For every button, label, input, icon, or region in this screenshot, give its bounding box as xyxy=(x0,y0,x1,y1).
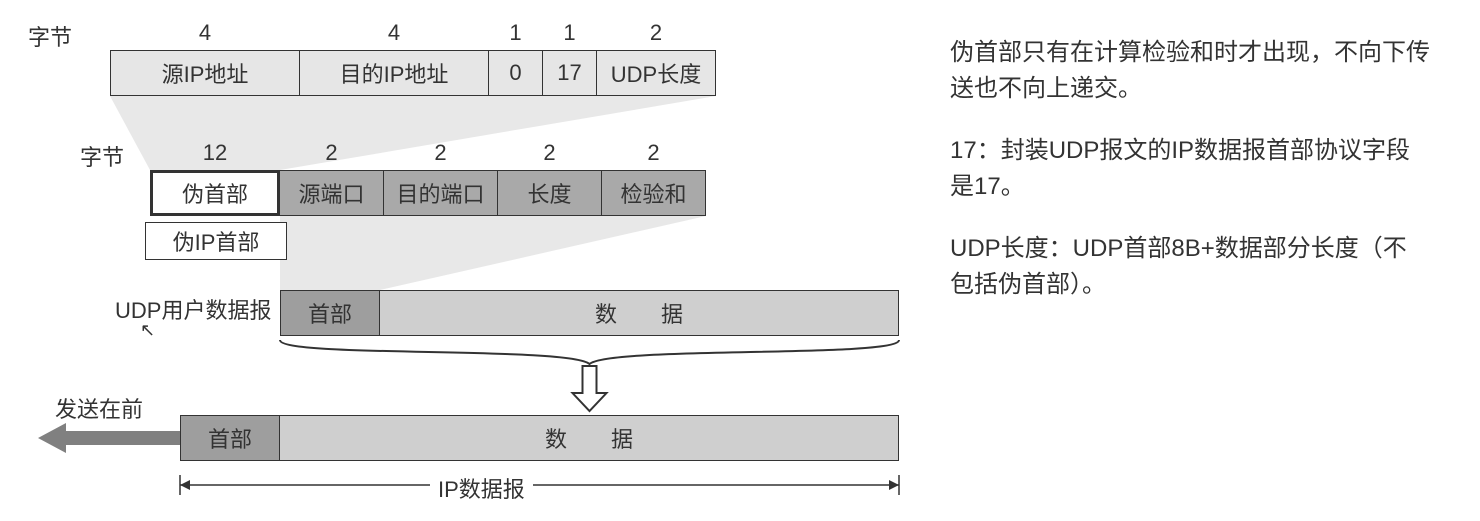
pseudo-ip-header-label: 伪IP首部 xyxy=(145,222,287,260)
bytecount-row2nums-3: 2 xyxy=(497,140,602,166)
cell-row1-0: 源IP地址 xyxy=(110,50,300,96)
note-2: 17：封装UDP报文的IP数据报首部协议字段是17。 xyxy=(950,133,1430,205)
udp-header-row: 伪首部源端口目的端口长度检验和 xyxy=(150,170,706,216)
cursor-icon: ↖ xyxy=(140,320,155,341)
projection-2 xyxy=(280,216,706,290)
cell-row2-4: 检验和 xyxy=(601,170,706,216)
note-3: UDP长度：UDP首部8B+数据部分长度（不包括伪首部）。 xyxy=(950,231,1430,303)
cell-row1-4: UDP长度 xyxy=(596,50,716,96)
cell-row2-0: 伪首部 xyxy=(150,170,280,216)
cell-row4-1: 数 据 xyxy=(279,415,899,461)
cell-row1-3: 17 xyxy=(542,50,597,96)
send-first-label: 发送在前 xyxy=(55,392,143,424)
pseudo-header-row: 源IP地址目的IP地址017UDP长度 xyxy=(110,50,716,96)
left-arrow xyxy=(38,423,180,453)
cell-row1-1: 目的IP地址 xyxy=(299,50,489,96)
bytecount-row1nums-3: 1 xyxy=(542,20,597,46)
brace xyxy=(280,340,899,364)
cell-row1-2: 0 xyxy=(488,50,543,96)
bytecount-row1nums-2: 1 xyxy=(488,20,543,46)
bytecount-row2nums-4: 2 xyxy=(601,140,706,166)
cell-row4-0: 首部 xyxy=(180,415,280,461)
bytecount-row1nums-1: 4 xyxy=(299,20,489,46)
bytecount-row2nums-1: 2 xyxy=(279,140,384,166)
cell-row3-0: 首部 xyxy=(280,290,380,336)
udp-diagram: 44112 源IP地址目的IP地址017UDP长度 122222 伪首部源端口目… xyxy=(0,0,900,521)
byte-label-2: 字节 xyxy=(80,140,124,172)
note-1: 伪首部只有在计算检验和时才出现，不向下传送也不向上递交。 xyxy=(950,35,1430,107)
udp-datagram-row: 首部数 据 xyxy=(280,290,899,336)
cell-row2-1: 源端口 xyxy=(279,170,384,216)
down-arrow xyxy=(573,366,607,411)
bytecount-row1nums-0: 4 xyxy=(110,20,300,46)
bytecount-row2nums-2: 2 xyxy=(383,140,498,166)
bytecount-row2nums-0: 12 xyxy=(150,140,280,166)
byte-label-1: 字节 xyxy=(28,20,72,52)
udp-datagram-label: UDP用户数据报 xyxy=(115,293,271,325)
cell-row3-1: 数 据 xyxy=(379,290,899,336)
ip-datagram-label: IP数据报 xyxy=(430,472,533,504)
ip-datagram-row: 首部数 据 xyxy=(180,415,899,461)
bytecount-row1nums-4: 2 xyxy=(596,20,716,46)
cell-row2-2: 目的端口 xyxy=(383,170,498,216)
cell-row2-3: 长度 xyxy=(497,170,602,216)
ip-dimension xyxy=(180,475,899,495)
notes-panel: 伪首部只有在计算检验和时才出现，不向下传送也不向上递交。 17：封装UDP报文的… xyxy=(950,35,1430,329)
